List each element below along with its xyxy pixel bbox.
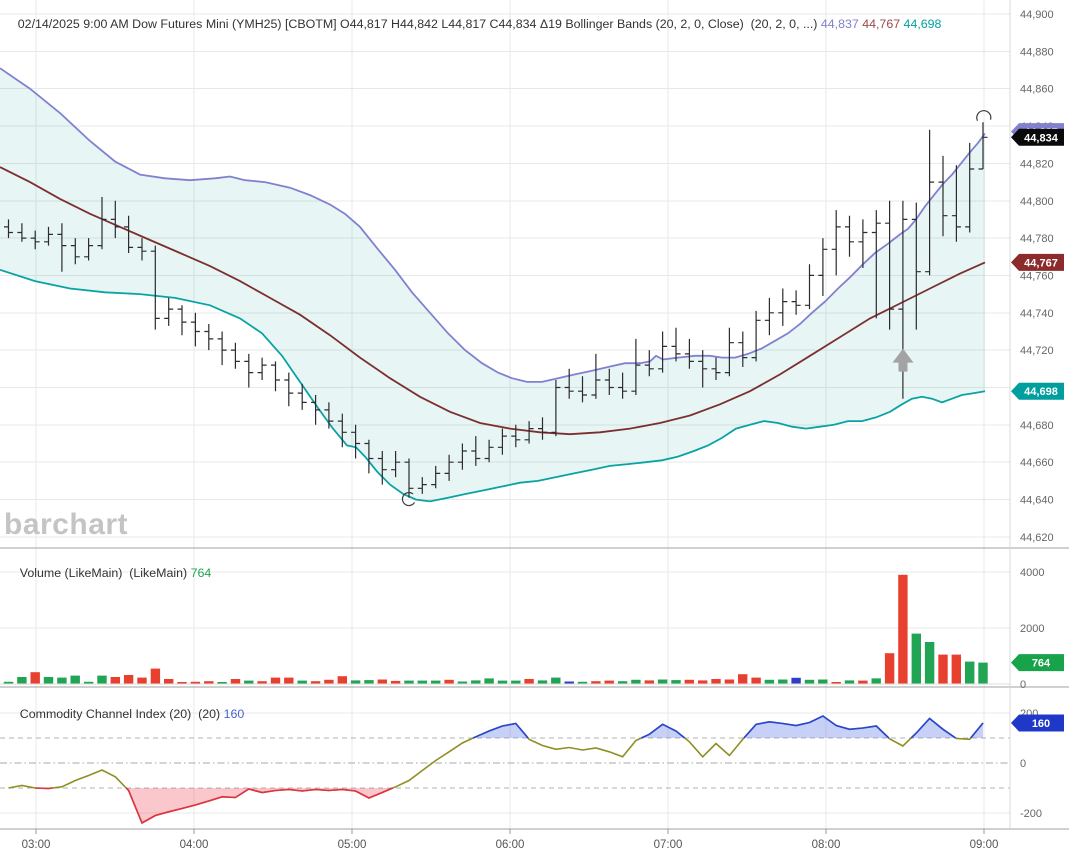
svg-text:44,834: 44,834: [1024, 132, 1059, 144]
svg-text:44,740: 44,740: [1020, 308, 1054, 320]
svg-text:05:00: 05:00: [338, 839, 367, 851]
svg-text:0: 0: [1020, 758, 1026, 770]
axis-badge-44834: 44,834: [1011, 128, 1064, 146]
svg-text:08:00: 08:00: [812, 839, 841, 851]
bollinger-lower-value: 44,698: [903, 17, 942, 31]
cci-pane-label: Commodity Channel Index (20) (20) 160: [6, 693, 245, 735]
pane-dividers: [0, 0, 1069, 830]
svg-text:07:00: 07:00: [654, 839, 683, 851]
quote-header: 02/14/2025 9:00 AM Dow Futures Mini (YMH…: [4, 3, 942, 45]
svg-text:44,780: 44,780: [1020, 233, 1054, 245]
svg-text:44,767: 44,767: [1024, 257, 1058, 269]
svg-text:03:00: 03:00: [22, 839, 51, 851]
svg-text:06:00: 06:00: [496, 839, 525, 851]
cci-last-value: 160: [223, 707, 245, 721]
bollinger-middle-value: 44,767: [862, 17, 904, 31]
bollinger-upper-value: 44,837: [820, 17, 863, 31]
axis-badge-44698: 44,698: [1011, 382, 1064, 400]
circle-annotation-low: [401, 491, 416, 507]
svg-text:0: 0: [1020, 679, 1026, 691]
bollinger-upper-line: [0, 67, 986, 383]
bollinger-bands: [0, 67, 986, 503]
cci-plot: [8, 715, 984, 825]
svg-text:160: 160: [1032, 718, 1050, 730]
bollinger-middle-line: [0, 166, 986, 436]
volume-study-name: Volume (LikeMain) (LikeMain): [19, 566, 191, 580]
svg-text:764: 764: [1032, 658, 1051, 670]
svg-text:4000: 4000: [1020, 567, 1044, 579]
bollinger-lower-line: [0, 268, 986, 503]
svg-text:44,680: 44,680: [1020, 420, 1054, 432]
svg-text:04:00: 04:00: [180, 839, 209, 851]
svg-text:44,800: 44,800: [1020, 196, 1054, 208]
svg-text:44,760: 44,760: [1020, 270, 1054, 282]
svg-text:-200: -200: [1020, 808, 1042, 820]
volume-last-value: 764: [190, 566, 212, 580]
svg-text:09:00: 09:00: [970, 839, 999, 851]
svg-text:44,640: 44,640: [1020, 495, 1054, 507]
svg-text:2000: 2000: [1020, 623, 1044, 635]
cci-study-name: Commodity Channel Index (20) (20): [19, 707, 224, 721]
gridlines: [0, 0, 1010, 829]
svg-text:44,698: 44,698: [1024, 386, 1058, 398]
cci-threshold-lines: [0, 737, 1010, 789]
svg-text:44,900: 44,900: [1020, 9, 1054, 21]
chart-annotations: [401, 110, 992, 507]
svg-text:44,860: 44,860: [1020, 84, 1054, 96]
svg-text:44,720: 44,720: [1020, 345, 1054, 357]
up-arrow-icon: [892, 348, 914, 372]
barchart-logo-watermark: barchart: [4, 508, 129, 541]
svg-text:44,620: 44,620: [1020, 532, 1054, 544]
axis-badge-44767: 44,767: [1011, 253, 1064, 271]
ohlc-bars: [4, 122, 988, 498]
axis-badge-764: 764: [1011, 654, 1064, 672]
volume-bars: [0, 574, 1010, 685]
axis-badge-160: 160: [1011, 714, 1064, 732]
circle-annotation-high: [976, 110, 992, 121]
svg-text:44,820: 44,820: [1020, 158, 1054, 170]
quote-ohlc-text: 02/14/2025 9:00 AM Dow Futures Mini (YMH…: [17, 17, 821, 31]
volume-pane-label: Volume (LikeMain) (LikeMain) 764: [6, 552, 211, 594]
svg-text:44,660: 44,660: [1020, 457, 1054, 469]
svg-text:44,880: 44,880: [1020, 46, 1054, 58]
